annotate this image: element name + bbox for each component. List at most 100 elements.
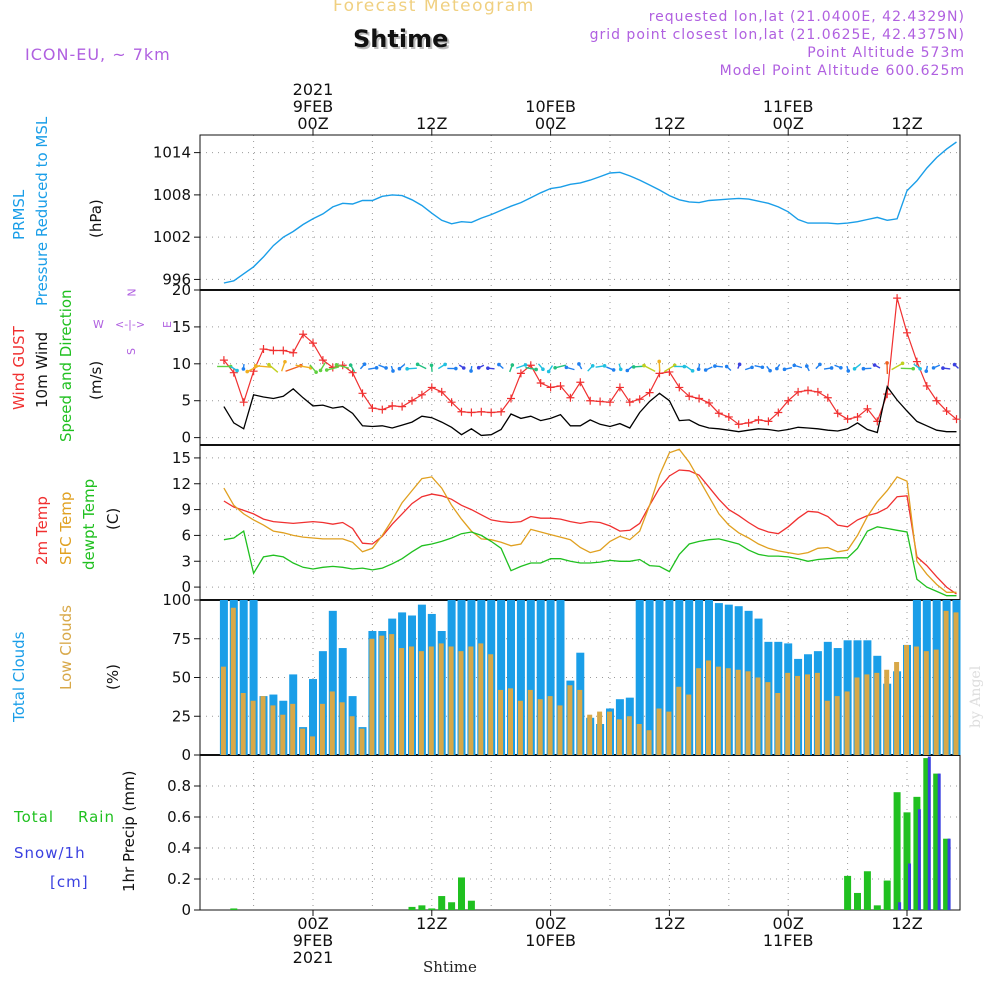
y-tick-label: 15: [172, 318, 191, 336]
gust-marker: [457, 407, 466, 416]
rain-bar: [438, 896, 446, 910]
low-cloud-bar: [339, 702, 345, 755]
gust-marker: [566, 393, 575, 402]
gust-marker: [942, 407, 951, 416]
y-tick-label: 20: [172, 281, 191, 299]
snow-bar: [898, 902, 902, 910]
compass-arrows: <-|->: [115, 318, 146, 331]
gust-marker: [625, 398, 634, 407]
wind-arrow-head: [564, 365, 569, 370]
low-cloud-bar: [725, 668, 731, 755]
wind-arrow-head: [618, 367, 623, 372]
low-cloud-bar: [646, 730, 652, 755]
wind-arrow-head: [918, 366, 922, 371]
low-cloud-bar: [844, 691, 850, 755]
total-label: Total: [14, 808, 55, 826]
wind-arrow-head: [523, 363, 528, 367]
plot-frame: [199, 134, 961, 911]
low-cloud-bar: [468, 646, 474, 755]
low-cloud-bar: [280, 714, 286, 755]
gust-marker: [675, 383, 684, 392]
gust-marker: [863, 404, 872, 413]
low-cloud-bar: [607, 711, 612, 755]
wind-arrow-head: [497, 362, 501, 367]
gust-marker: [685, 392, 694, 401]
low-cloud-bar: [508, 688, 513, 755]
gust-marker: [576, 378, 585, 387]
wind-arrow: [554, 364, 567, 369]
wind-arrow-head: [334, 363, 339, 367]
gust-marker: [952, 415, 961, 424]
wind-arrow-head: [885, 361, 889, 365]
wind-arrow-head: [241, 367, 246, 371]
y-tick-label: 0.6: [167, 808, 191, 826]
low-cloud-bar: [834, 696, 840, 755]
low-cloud-bar: [715, 666, 721, 755]
wind-arrow-head: [348, 363, 353, 367]
gust-marker: [279, 346, 288, 355]
gust-marker: [606, 398, 614, 407]
gust-marker: [269, 346, 278, 355]
gust-marker: [635, 395, 644, 404]
rain-bar: [844, 875, 852, 910]
gust-marker: [467, 408, 476, 417]
gust-marker: [714, 409, 723, 418]
wind-arrow-head: [443, 362, 447, 367]
bottom-time-label: 12Z: [654, 914, 685, 933]
rain-bar: [883, 880, 891, 910]
wind-arrow-head: [429, 363, 434, 368]
gust-marker: [833, 409, 842, 418]
wind-arrow-head: [625, 368, 630, 373]
low-cloud-bar: [310, 736, 315, 755]
low-cloud-bar: [676, 686, 682, 755]
gust-marker: [754, 415, 763, 424]
gust-marker: [417, 390, 426, 399]
low-cloud-bar: [409, 646, 414, 755]
low-cloud-bar: [874, 672, 880, 755]
requested-coords: requested lon,lat (21.0400E, 42.4329N): [648, 9, 965, 25]
total-cloud-bar: [556, 600, 565, 755]
gust-marker: [596, 397, 605, 406]
wind-arrow-head: [391, 369, 395, 373]
wind-arrow-head: [941, 366, 945, 370]
wind-arrow-head: [362, 362, 367, 366]
gust-marker: [645, 388, 654, 397]
rain-bar: [863, 871, 871, 910]
rain-bar: [854, 892, 861, 910]
y-tick-label: 25: [172, 707, 191, 725]
wind-arrow-head: [318, 368, 323, 373]
low-cloud-bar: [240, 693, 246, 755]
rain-bar: [467, 900, 475, 910]
low-cloud-bar: [814, 672, 820, 755]
sfc-temp-line: [223, 448, 957, 593]
location-title: Shtime: [353, 25, 449, 53]
wind-arrow: [891, 362, 903, 371]
total-cloud-bar: [249, 600, 258, 755]
low-cloud-bar: [765, 682, 771, 755]
wind-arrow-head: [924, 369, 929, 373]
total-cloud-bar: [665, 600, 674, 755]
bottom-time-label: 00Z: [297, 914, 328, 933]
wind-arrow-head: [510, 363, 515, 367]
gust-marker: [447, 398, 456, 407]
low-cloud-bar: [428, 646, 434, 755]
y-tick-label: 1014: [153, 144, 191, 162]
wind-arrow-head: [245, 369, 250, 374]
gust-marker: [893, 294, 902, 303]
low-cloud-bar: [656, 708, 662, 755]
low-cloud-bar: [319, 703, 325, 755]
rain-bar: [913, 796, 921, 910]
wind-arrow-head: [384, 366, 388, 370]
top-time-label: 12Z: [416, 114, 447, 133]
low-cloud-bar: [785, 672, 791, 755]
bottom-time-label: 10FEB: [525, 931, 576, 950]
gust-marker: [408, 396, 416, 405]
total-cloud-bar: [318, 651, 327, 755]
wind-arrow-head: [900, 361, 905, 366]
t2m-line: [223, 469, 957, 595]
low-cloud-bar: [706, 660, 711, 755]
wind-arrow-head: [768, 368, 772, 373]
top-time-label: 12Z: [654, 114, 685, 133]
gust-marker: [903, 328, 911, 337]
wind-arrow-head: [374, 366, 379, 370]
